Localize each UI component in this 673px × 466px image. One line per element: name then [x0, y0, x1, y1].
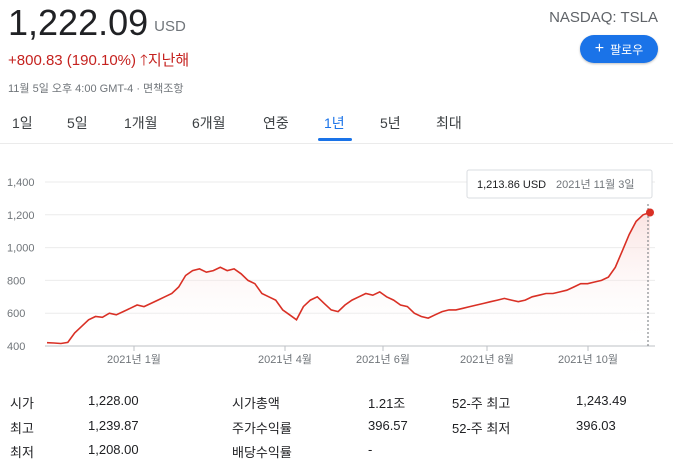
follow-button[interactable]: + 팔로우	[580, 35, 658, 63]
y-tick-label: 800	[7, 275, 25, 287]
stat-label: 시가총액	[232, 396, 280, 411]
stat-label: 배당수익률	[232, 445, 292, 460]
tab-ytd[interactable]: 연중	[263, 115, 289, 131]
tab-5d[interactable]: 5일	[67, 115, 88, 131]
stat-value: 396.57	[368, 418, 408, 433]
x-tick-label: 2021년 10월	[558, 353, 618, 366]
x-tick-label: 2021년 8월	[460, 353, 514, 366]
stat-value: 1,228.00	[88, 393, 139, 408]
tab-1y[interactable]: 1년	[324, 115, 345, 131]
tooltip-date: 2021년 11월 3일	[556, 177, 634, 191]
tab-1d[interactable]: 1일	[12, 115, 33, 131]
stat-value: -	[368, 442, 373, 457]
stat-label: 최저	[10, 445, 34, 460]
stat-value: 1,208.00	[88, 442, 139, 457]
currency-label: USD	[154, 18, 186, 35]
x-tick-label: 2021년 4월	[258, 353, 312, 366]
quote-timestamp[interactable]: 11월 5일 오후 4:00 GMT-4 · 면책조항	[8, 83, 184, 95]
price-chart[interactable]: 1,400 1,200 1,000 800 600 400 2021년 1월 2021년 4…	[0, 160, 673, 370]
hover-point	[646, 208, 654, 217]
stat-label: 52-주 최저	[452, 421, 511, 436]
price-tooltip: 1,213.86 USD 2021년 11월 3일	[466, 169, 653, 199]
price-area	[47, 212, 650, 346]
y-tick-label: 600	[7, 308, 25, 320]
tab-max[interactable]: 최대	[436, 115, 462, 131]
y-tick-label: 400	[7, 341, 25, 353]
active-tab-indicator	[318, 138, 352, 141]
plus-icon: +	[594, 40, 605, 57]
exchange-ticker: NASDAQ: TSLA	[549, 9, 658, 26]
up-arrow-icon: 🡑	[140, 52, 148, 69]
current-price: 1,222.09 USD	[8, 2, 186, 43]
stat-label: 최고	[10, 421, 34, 436]
change-period: 지난해	[147, 52, 190, 69]
y-tick-label: 1,200	[7, 210, 35, 222]
stat-value: 1.21조	[368, 396, 406, 411]
stat-value: 1,239.87	[88, 418, 139, 433]
x-tick-label: 2021년 6월	[356, 353, 410, 366]
tab-6m[interactable]: 6개월	[192, 115, 226, 131]
stat-value: 396.03	[576, 418, 616, 433]
price-change: +800.83 (190.10%) 🡑지난해	[8, 49, 189, 75]
y-tick-label: 1,000	[7, 243, 35, 255]
stat-label: 52-주 최고	[452, 396, 511, 411]
tab-5y[interactable]: 5년	[380, 115, 401, 131]
stat-value: 1,243.49	[576, 393, 627, 408]
y-tick-label: 1,400	[7, 177, 35, 189]
price-line	[46, 211, 651, 345]
tab-1m[interactable]: 1개월	[124, 115, 158, 131]
stat-label: 시가	[10, 396, 34, 411]
x-tick-label: 2021년 1월	[107, 353, 161, 366]
tabs-divider	[0, 143, 673, 144]
tooltip-value: 1,213.86 USD	[477, 179, 546, 191]
stat-label: 주가수익률	[232, 421, 292, 436]
